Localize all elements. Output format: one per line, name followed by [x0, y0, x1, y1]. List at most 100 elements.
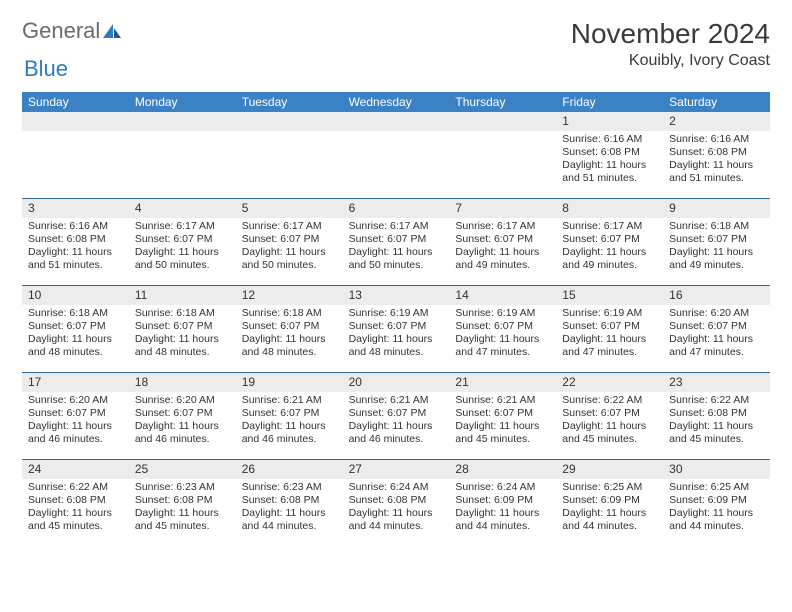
- daylight-text: and 44 minutes.: [455, 520, 550, 533]
- sunset-text: Sunset: 6:07 PM: [242, 233, 337, 246]
- week-row: 3Sunrise: 6:16 AMSunset: 6:08 PMDaylight…: [22, 198, 770, 285]
- daylight-text: Daylight: 11 hours: [562, 420, 657, 433]
- day-header: Saturday: [663, 92, 770, 112]
- daylight-text: and 44 minutes.: [349, 520, 444, 533]
- sunrise-text: Sunrise: 6:25 AM: [669, 481, 764, 494]
- day-cell: 26Sunrise: 6:23 AMSunset: 6:08 PMDayligh…: [236, 460, 343, 546]
- sunrise-text: Sunrise: 6:25 AM: [562, 481, 657, 494]
- day-body: Sunrise: 6:19 AMSunset: 6:07 PMDaylight:…: [556, 305, 663, 364]
- logo-sail-icon: [103, 24, 121, 38]
- sunrise-text: Sunrise: 6:20 AM: [669, 307, 764, 320]
- logo-text-blue: Blue: [24, 56, 68, 81]
- daylight-text: and 46 minutes.: [135, 433, 230, 446]
- week-row: 1Sunrise: 6:16 AMSunset: 6:08 PMDaylight…: [22, 112, 770, 198]
- day-body: [129, 131, 236, 137]
- day-body: Sunrise: 6:22 AMSunset: 6:08 PMDaylight:…: [22, 479, 129, 538]
- daylight-text: and 45 minutes.: [28, 520, 123, 533]
- day-number: 1: [556, 112, 663, 131]
- sunrise-text: Sunrise: 6:16 AM: [562, 133, 657, 146]
- sunset-text: Sunset: 6:07 PM: [562, 407, 657, 420]
- day-body: Sunrise: 6:21 AMSunset: 6:07 PMDaylight:…: [343, 392, 450, 451]
- day-cell: 14Sunrise: 6:19 AMSunset: 6:07 PMDayligh…: [449, 286, 556, 372]
- sunset-text: Sunset: 6:07 PM: [669, 233, 764, 246]
- day-cell: [22, 112, 129, 198]
- sunrise-text: Sunrise: 6:24 AM: [455, 481, 550, 494]
- day-number: 4: [129, 199, 236, 218]
- day-body: Sunrise: 6:17 AMSunset: 6:07 PMDaylight:…: [449, 218, 556, 277]
- daylight-text: and 44 minutes.: [669, 520, 764, 533]
- daylight-text: Daylight: 11 hours: [562, 333, 657, 346]
- daylight-text: and 47 minutes.: [669, 346, 764, 359]
- day-body: Sunrise: 6:20 AMSunset: 6:07 PMDaylight:…: [663, 305, 770, 364]
- sunrise-text: Sunrise: 6:18 AM: [28, 307, 123, 320]
- daylight-text: and 49 minutes.: [562, 259, 657, 272]
- daylight-text: Daylight: 11 hours: [242, 246, 337, 259]
- day-body: Sunrise: 6:21 AMSunset: 6:07 PMDaylight:…: [236, 392, 343, 451]
- day-body: [22, 131, 129, 137]
- day-body: Sunrise: 6:16 AMSunset: 6:08 PMDaylight:…: [22, 218, 129, 277]
- sunrise-text: Sunrise: 6:21 AM: [349, 394, 444, 407]
- day-body: Sunrise: 6:23 AMSunset: 6:08 PMDaylight:…: [129, 479, 236, 538]
- day-cell: 21Sunrise: 6:21 AMSunset: 6:07 PMDayligh…: [449, 373, 556, 459]
- day-number: 5: [236, 199, 343, 218]
- daylight-text: and 45 minutes.: [562, 433, 657, 446]
- daylight-text: Daylight: 11 hours: [242, 420, 337, 433]
- daylight-text: and 47 minutes.: [562, 346, 657, 359]
- sunset-text: Sunset: 6:08 PM: [28, 233, 123, 246]
- day-number: 11: [129, 286, 236, 305]
- sunrise-text: Sunrise: 6:17 AM: [242, 220, 337, 233]
- day-body: Sunrise: 6:17 AMSunset: 6:07 PMDaylight:…: [343, 218, 450, 277]
- calendar-page: General November 2024 Kouibly, Ivory Coa…: [0, 0, 792, 556]
- sunset-text: Sunset: 6:07 PM: [28, 407, 123, 420]
- sunrise-text: Sunrise: 6:17 AM: [135, 220, 230, 233]
- day-body: Sunrise: 6:20 AMSunset: 6:07 PMDaylight:…: [22, 392, 129, 451]
- daylight-text: Daylight: 11 hours: [455, 507, 550, 520]
- daylight-text: Daylight: 11 hours: [135, 420, 230, 433]
- day-cell: 18Sunrise: 6:20 AMSunset: 6:07 PMDayligh…: [129, 373, 236, 459]
- daylight-text: and 50 minutes.: [242, 259, 337, 272]
- day-cell: 5Sunrise: 6:17 AMSunset: 6:07 PMDaylight…: [236, 199, 343, 285]
- daylight-text: and 50 minutes.: [349, 259, 444, 272]
- daylight-text: and 48 minutes.: [349, 346, 444, 359]
- sunrise-text: Sunrise: 6:18 AM: [242, 307, 337, 320]
- sunrise-text: Sunrise: 6:23 AM: [135, 481, 230, 494]
- day-body: Sunrise: 6:25 AMSunset: 6:09 PMDaylight:…: [556, 479, 663, 538]
- day-body: Sunrise: 6:23 AMSunset: 6:08 PMDaylight:…: [236, 479, 343, 538]
- day-cell: 12Sunrise: 6:18 AMSunset: 6:07 PMDayligh…: [236, 286, 343, 372]
- sunset-text: Sunset: 6:07 PM: [455, 233, 550, 246]
- day-header: Thursday: [449, 92, 556, 112]
- day-number: 8: [556, 199, 663, 218]
- daylight-text: Daylight: 11 hours: [242, 507, 337, 520]
- sunset-text: Sunset: 6:08 PM: [669, 407, 764, 420]
- day-cell: 15Sunrise: 6:19 AMSunset: 6:07 PMDayligh…: [556, 286, 663, 372]
- sunset-text: Sunset: 6:08 PM: [28, 494, 123, 507]
- day-body: Sunrise: 6:17 AMSunset: 6:07 PMDaylight:…: [236, 218, 343, 277]
- day-number: 22: [556, 373, 663, 392]
- day-cell: 10Sunrise: 6:18 AMSunset: 6:07 PMDayligh…: [22, 286, 129, 372]
- day-cell: 7Sunrise: 6:17 AMSunset: 6:07 PMDaylight…: [449, 199, 556, 285]
- daylight-text: Daylight: 11 hours: [135, 507, 230, 520]
- day-number: [129, 112, 236, 131]
- daylight-text: and 48 minutes.: [135, 346, 230, 359]
- daylight-text: Daylight: 11 hours: [349, 507, 444, 520]
- day-number: 23: [663, 373, 770, 392]
- sunset-text: Sunset: 6:07 PM: [242, 320, 337, 333]
- daylight-text: Daylight: 11 hours: [455, 420, 550, 433]
- page-title: November 2024: [571, 18, 770, 50]
- day-body: Sunrise: 6:18 AMSunset: 6:07 PMDaylight:…: [236, 305, 343, 364]
- day-cell: 27Sunrise: 6:24 AMSunset: 6:08 PMDayligh…: [343, 460, 450, 546]
- day-cell: 11Sunrise: 6:18 AMSunset: 6:07 PMDayligh…: [129, 286, 236, 372]
- day-cell: 23Sunrise: 6:22 AMSunset: 6:08 PMDayligh…: [663, 373, 770, 459]
- day-body: Sunrise: 6:17 AMSunset: 6:07 PMDaylight:…: [556, 218, 663, 277]
- day-header: Wednesday: [343, 92, 450, 112]
- sunset-text: Sunset: 6:07 PM: [562, 320, 657, 333]
- day-cell: 30Sunrise: 6:25 AMSunset: 6:09 PMDayligh…: [663, 460, 770, 546]
- sunrise-text: Sunrise: 6:20 AM: [135, 394, 230, 407]
- daylight-text: Daylight: 11 hours: [669, 159, 764, 172]
- day-number: 30: [663, 460, 770, 479]
- day-number: 2: [663, 112, 770, 131]
- day-number: 20: [343, 373, 450, 392]
- sunrise-text: Sunrise: 6:17 AM: [562, 220, 657, 233]
- sunset-text: Sunset: 6:07 PM: [349, 407, 444, 420]
- sunrise-text: Sunrise: 6:22 AM: [28, 481, 123, 494]
